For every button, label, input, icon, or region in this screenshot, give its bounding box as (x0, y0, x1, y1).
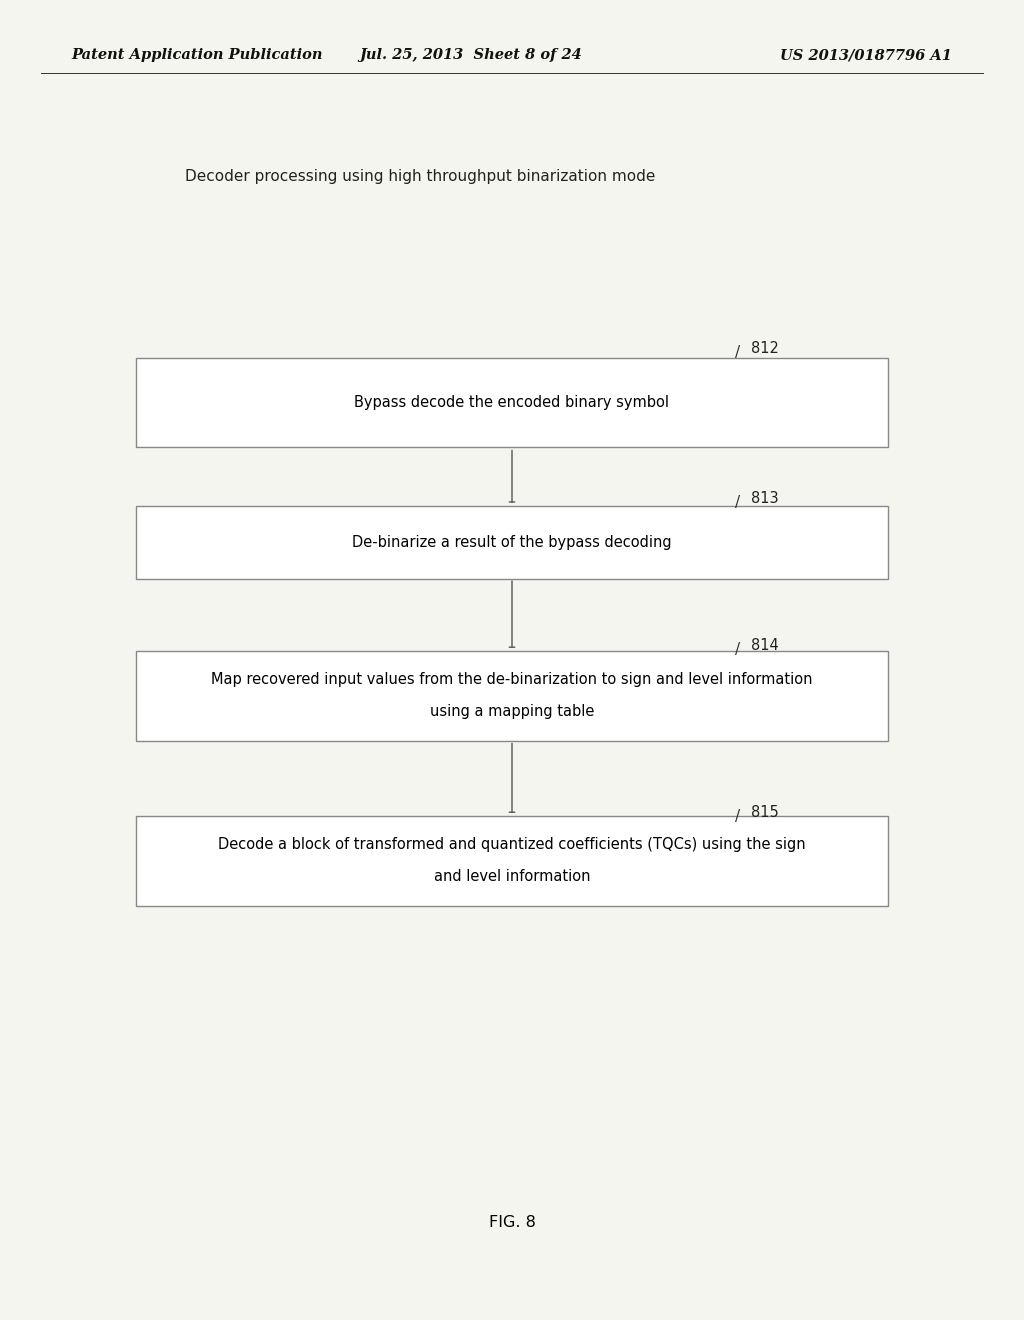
Text: 814: 814 (751, 639, 778, 653)
Text: 813: 813 (751, 491, 778, 506)
Text: /: / (735, 643, 740, 657)
Text: Patent Application Publication: Patent Application Publication (72, 49, 324, 62)
Text: FIG. 8: FIG. 8 (488, 1214, 536, 1230)
Text: Bypass decode the encoded binary symbol: Bypass decode the encoded binary symbol (354, 395, 670, 411)
Text: 812: 812 (751, 342, 778, 356)
Text: /: / (735, 346, 740, 360)
Bar (135, 816, 888, 906)
Bar (135, 507, 888, 578)
Text: Jul. 25, 2013  Sheet 8 of 24: Jul. 25, 2013 Sheet 8 of 24 (359, 49, 583, 62)
Text: /: / (735, 809, 740, 824)
Bar (135, 358, 888, 447)
Text: using a mapping table: using a mapping table (430, 704, 594, 719)
Text: 815: 815 (751, 805, 778, 820)
Text: US 2013/0187796 A1: US 2013/0187796 A1 (780, 49, 952, 62)
Bar (135, 651, 888, 741)
Text: /: / (735, 495, 740, 510)
Text: Decode a block of transformed and quantized coefficients (TQCs) using the sign: Decode a block of transformed and quanti… (218, 837, 806, 853)
Text: Map recovered input values from the de-binarization to sign and level informatio: Map recovered input values from the de-b… (211, 672, 813, 688)
Text: and level information: and level information (434, 869, 590, 884)
Text: De-binarize a result of the bypass decoding: De-binarize a result of the bypass decod… (352, 535, 672, 550)
Text: Decoder processing using high throughput binarization mode: Decoder processing using high throughput… (184, 169, 655, 185)
